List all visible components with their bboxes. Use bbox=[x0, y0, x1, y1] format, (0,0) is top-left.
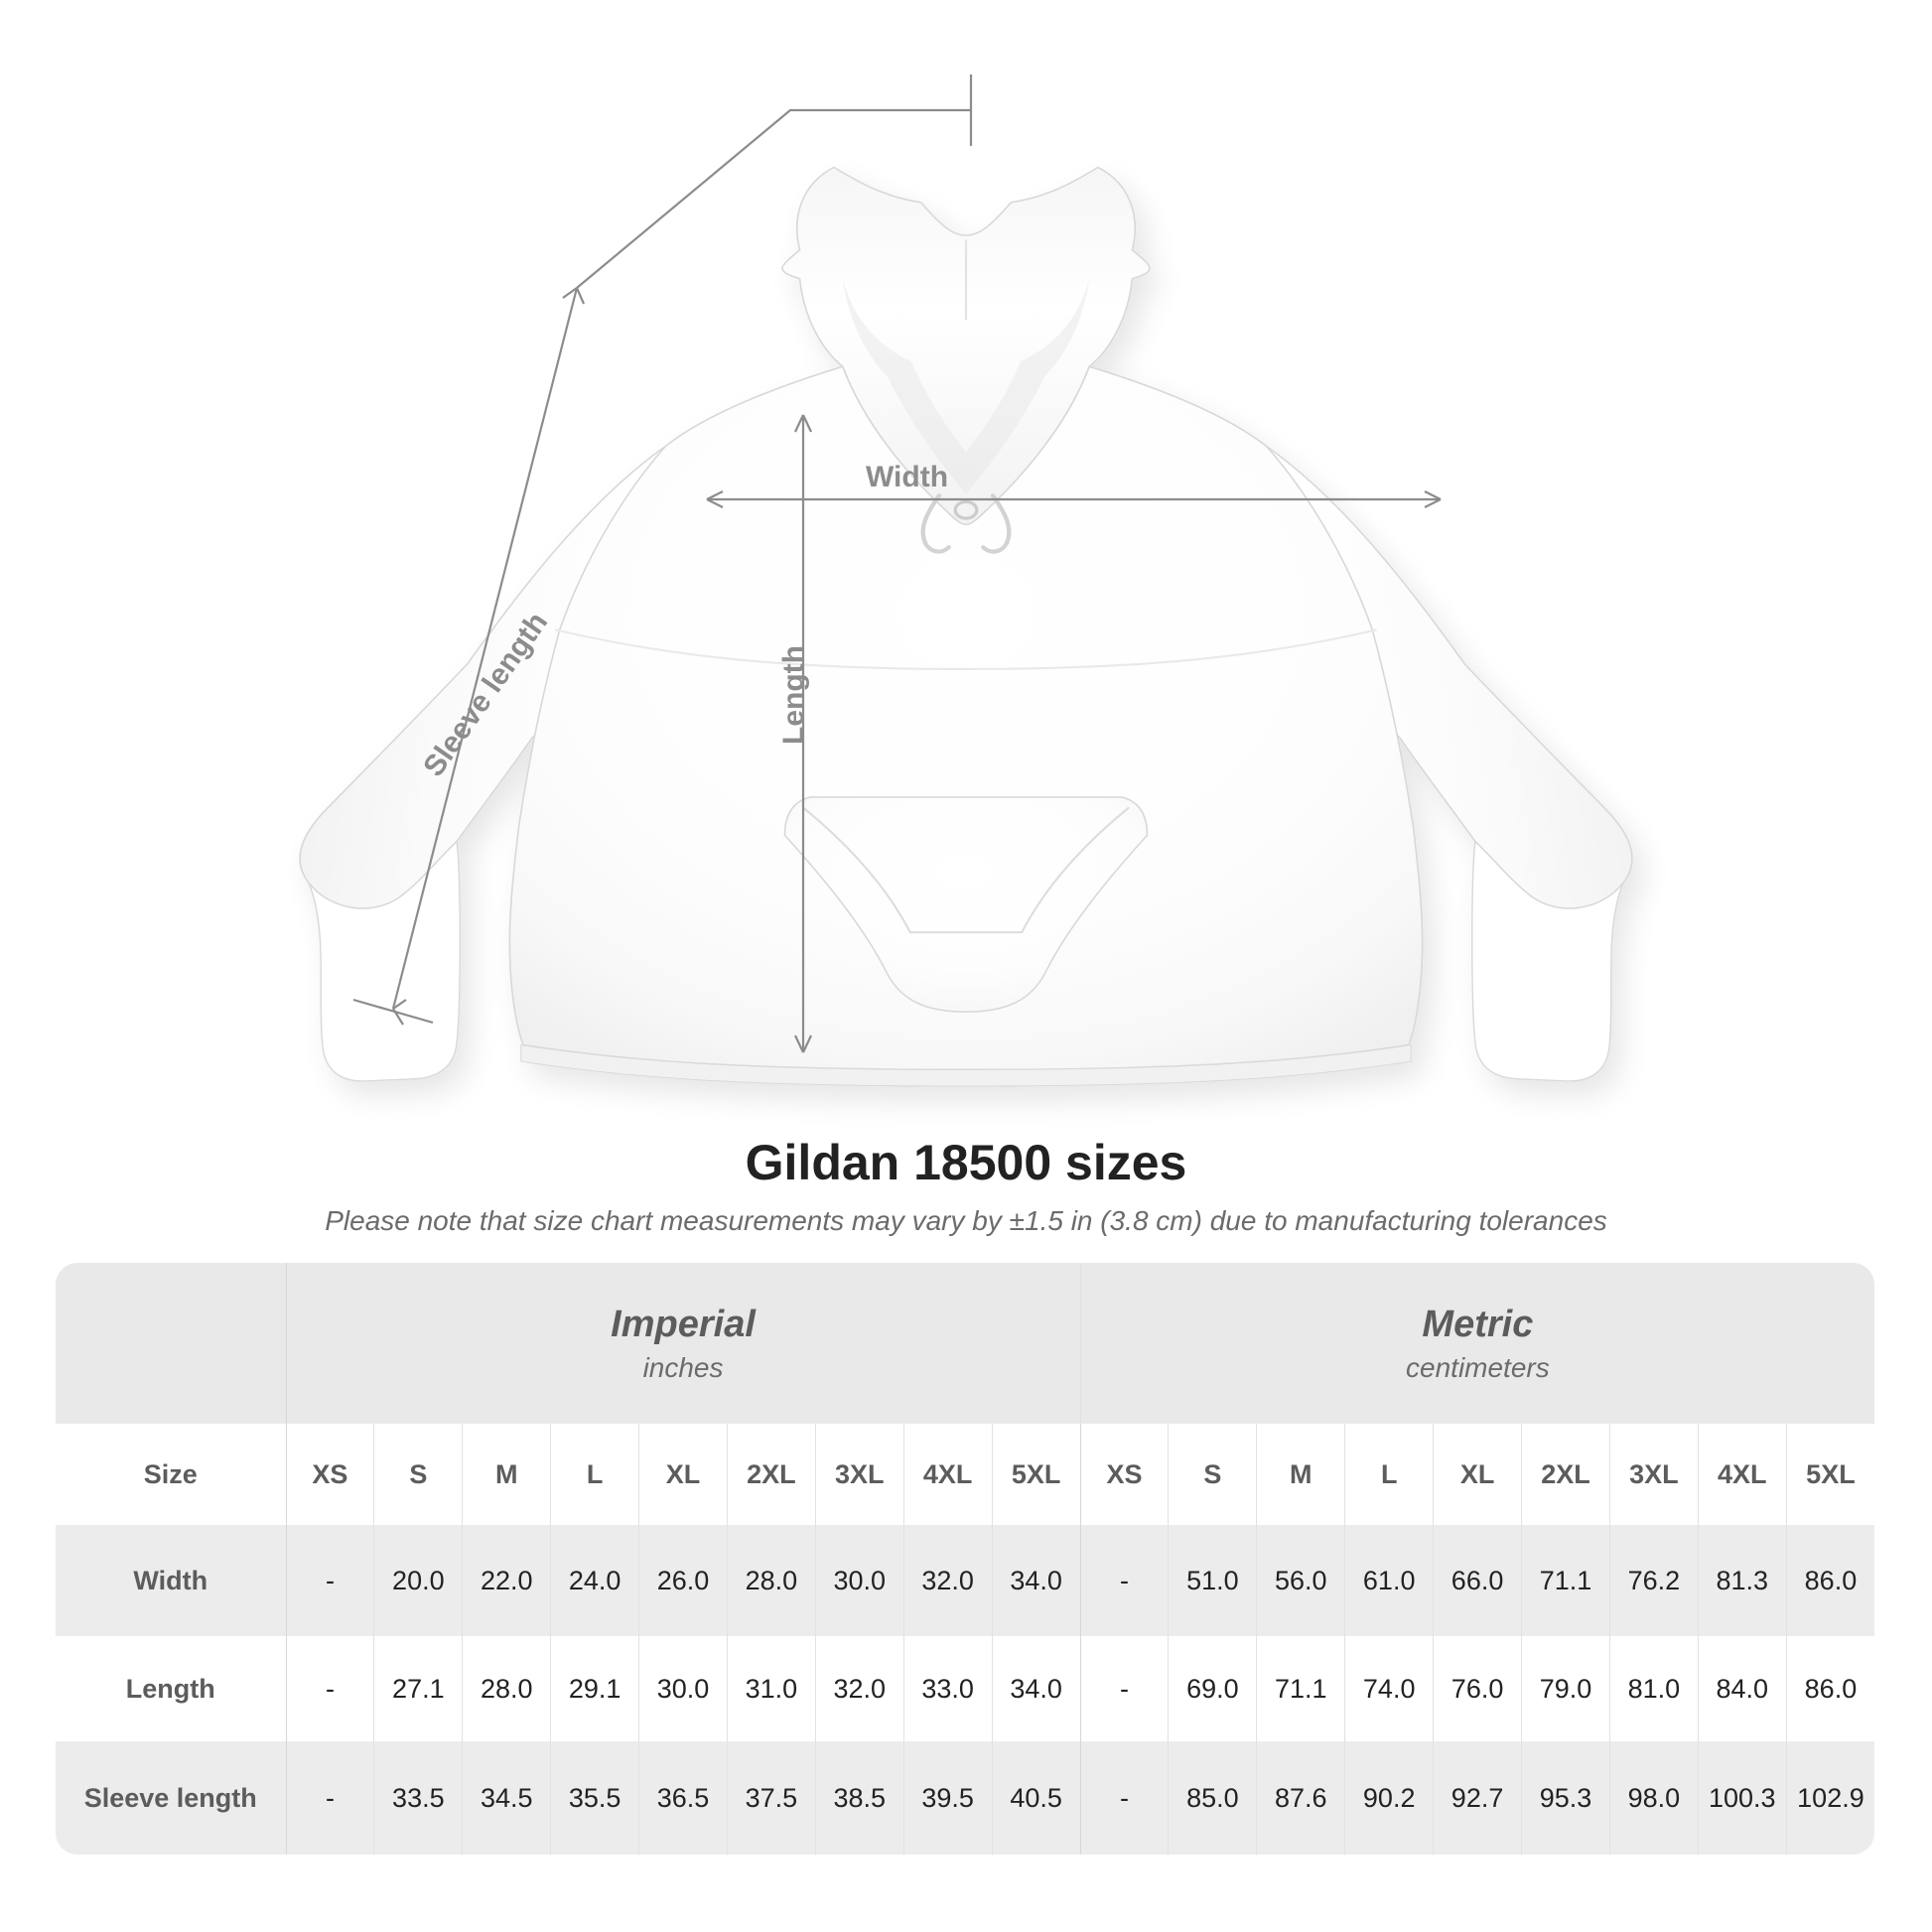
svg-text:Length: Length bbox=[777, 645, 810, 745]
svg-text:Width: Width bbox=[866, 461, 948, 493]
